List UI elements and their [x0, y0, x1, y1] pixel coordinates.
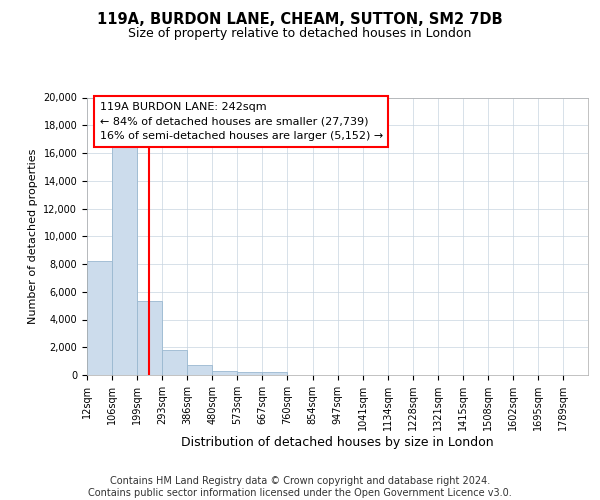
Bar: [187, 364, 212, 375]
Text: Size of property relative to detached houses in London: Size of property relative to detached ho…: [128, 28, 472, 40]
Bar: [162, 350, 187, 375]
Bar: [137, 302, 162, 375]
Bar: [262, 372, 287, 375]
Text: Contains HM Land Registry data © Crown copyright and database right 2024.
Contai: Contains HM Land Registry data © Crown c…: [88, 476, 512, 498]
Bar: [112, 144, 137, 375]
Bar: [238, 372, 262, 375]
Bar: [87, 261, 112, 375]
Text: 119A BURDON LANE: 242sqm
← 84% of detached houses are smaller (27,739)
16% of se: 119A BURDON LANE: 242sqm ← 84% of detach…: [100, 102, 383, 141]
Bar: [212, 371, 238, 375]
Y-axis label: Number of detached properties: Number of detached properties: [28, 148, 38, 324]
X-axis label: Distribution of detached houses by size in London: Distribution of detached houses by size …: [181, 436, 494, 449]
Text: 119A, BURDON LANE, CHEAM, SUTTON, SM2 7DB: 119A, BURDON LANE, CHEAM, SUTTON, SM2 7D…: [97, 12, 503, 28]
